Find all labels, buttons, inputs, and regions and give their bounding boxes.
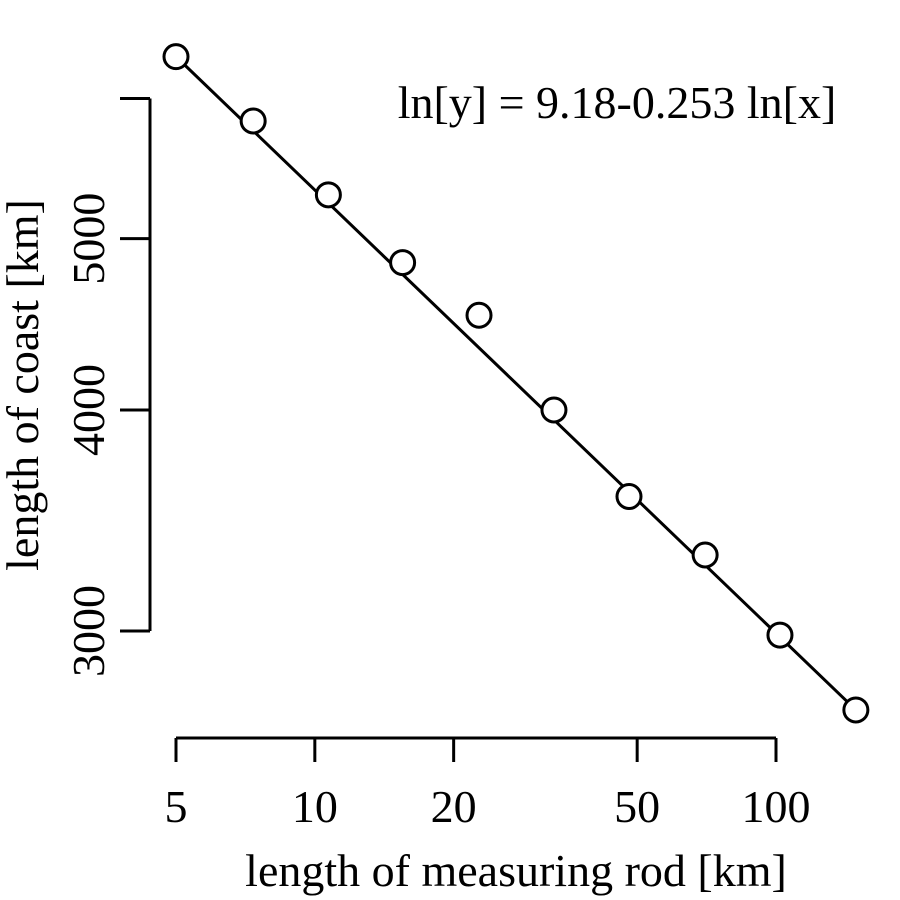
point [540, 396, 568, 424]
point [615, 483, 643, 511]
x-tick-label: 5 [165, 781, 188, 832]
annotation: ln[y] = 9.18-0.253 ln[x] [398, 77, 837, 128]
x-tick-label: 50 [614, 781, 660, 832]
point [766, 621, 794, 649]
x-axis-label: length of measuring rod [km] [245, 845, 787, 896]
point [314, 181, 342, 209]
x-tick-label: 10 [292, 781, 338, 832]
point [691, 541, 719, 569]
x-tick-label: 100 [742, 781, 811, 832]
point [389, 249, 417, 277]
y-tick-label: 4000 [63, 364, 114, 456]
x-tick-label: 20 [431, 781, 477, 832]
point [162, 43, 190, 71]
y-tick-label: 3000 [63, 585, 114, 677]
fit-line [174, 55, 857, 712]
y-tick-label: 5000 [63, 193, 114, 285]
y-axis-label: length of coast [km] [0, 199, 48, 571]
point [465, 301, 493, 329]
point [239, 107, 267, 135]
point [842, 696, 870, 724]
